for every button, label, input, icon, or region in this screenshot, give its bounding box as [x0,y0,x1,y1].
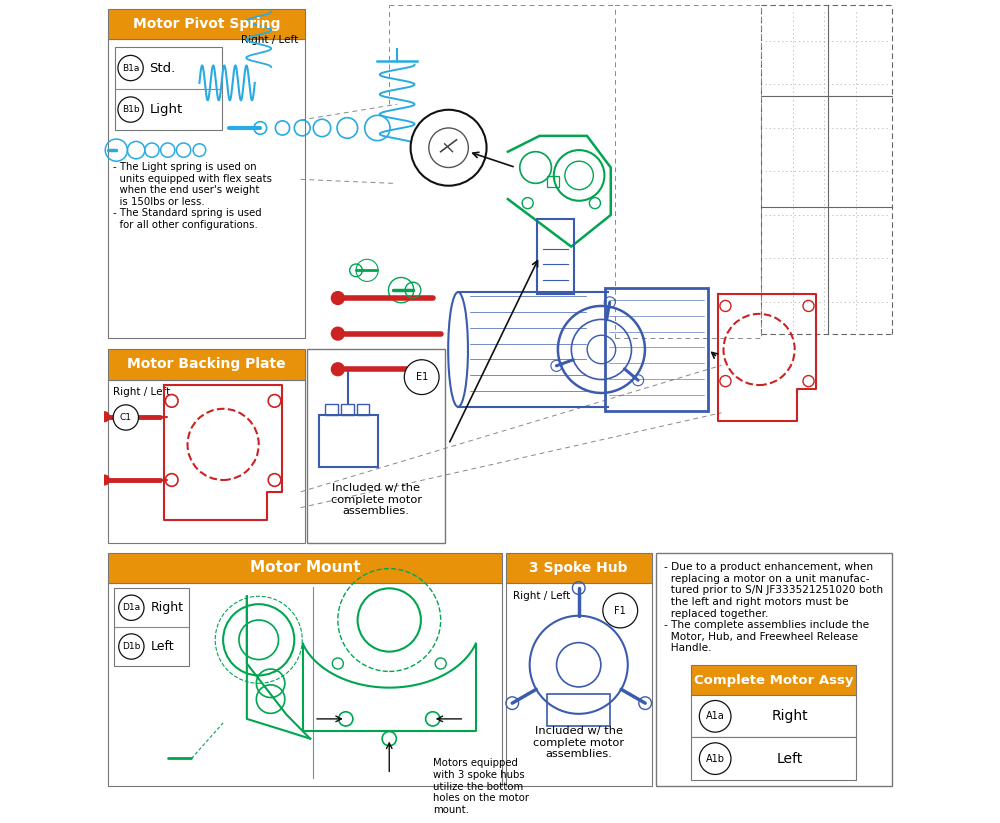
Text: Right / Left: Right / Left [113,388,170,398]
Text: A1b: A1b [706,754,725,764]
Text: - Due to a product enhancement, when
  replacing a motor on a unit manufac-
  tu: - Due to a product enhancement, when rep… [664,562,883,653]
Text: Motor Pivot Spring: Motor Pivot Spring [133,17,280,31]
FancyBboxPatch shape [108,350,305,379]
Circle shape [118,55,143,81]
Text: Motor Mount: Motor Mount [250,560,360,575]
Text: - The Light spring is used on
  units equipped with flex seats
  when the end us: - The Light spring is used on units equi… [113,162,272,230]
FancyBboxPatch shape [656,553,892,786]
Text: Complete Motor Assy: Complete Motor Assy [694,674,853,686]
FancyBboxPatch shape [691,737,856,780]
FancyBboxPatch shape [108,553,502,583]
FancyBboxPatch shape [307,350,445,543]
Text: F1: F1 [614,606,626,616]
Circle shape [331,327,345,341]
Circle shape [99,474,110,486]
FancyBboxPatch shape [691,665,856,695]
FancyBboxPatch shape [108,379,305,543]
Text: Left: Left [777,751,803,765]
Text: Motors equipped
with 3 spoke hubs
utilize the bottom
holes on the motor
mount.: Motors equipped with 3 spoke hubs utiliz… [433,759,529,815]
FancyBboxPatch shape [108,9,305,40]
Text: A1a: A1a [706,711,725,721]
Circle shape [118,97,143,123]
Text: Right / Left: Right / Left [241,35,298,45]
FancyBboxPatch shape [115,47,222,130]
Circle shape [404,360,439,394]
Circle shape [331,362,345,376]
Text: Right / Left: Right / Left [513,591,571,601]
Text: D1a: D1a [122,603,140,612]
Text: Right: Right [772,709,808,723]
FancyBboxPatch shape [114,588,189,666]
Circle shape [99,412,110,422]
Text: Left: Left [150,640,174,653]
Circle shape [699,743,731,774]
Text: Light: Light [150,103,183,116]
Text: 3 Spoke Hub: 3 Spoke Hub [529,560,628,574]
Text: B1a: B1a [122,63,139,72]
FancyBboxPatch shape [506,553,652,583]
Text: E1: E1 [416,372,428,382]
Text: Motor Backing Plate: Motor Backing Plate [127,357,286,371]
FancyBboxPatch shape [506,583,652,786]
Text: Std.: Std. [150,62,176,75]
Text: C1: C1 [120,413,132,422]
FancyBboxPatch shape [691,695,856,737]
Text: Right: Right [150,602,183,614]
Text: B1b: B1b [122,105,139,114]
Circle shape [699,700,731,732]
Text: Included w/ the
complete motor
assemblies.: Included w/ the complete motor assemblie… [331,483,422,516]
Text: D1b: D1b [122,642,141,651]
Circle shape [119,595,144,621]
Circle shape [603,593,638,628]
FancyBboxPatch shape [108,583,502,786]
Circle shape [119,634,144,659]
Circle shape [411,109,487,186]
Text: Included w/ the
complete motor
assemblies.: Included w/ the complete motor assemblie… [533,726,624,760]
Circle shape [331,291,345,305]
FancyBboxPatch shape [108,40,305,337]
Circle shape [113,405,138,430]
